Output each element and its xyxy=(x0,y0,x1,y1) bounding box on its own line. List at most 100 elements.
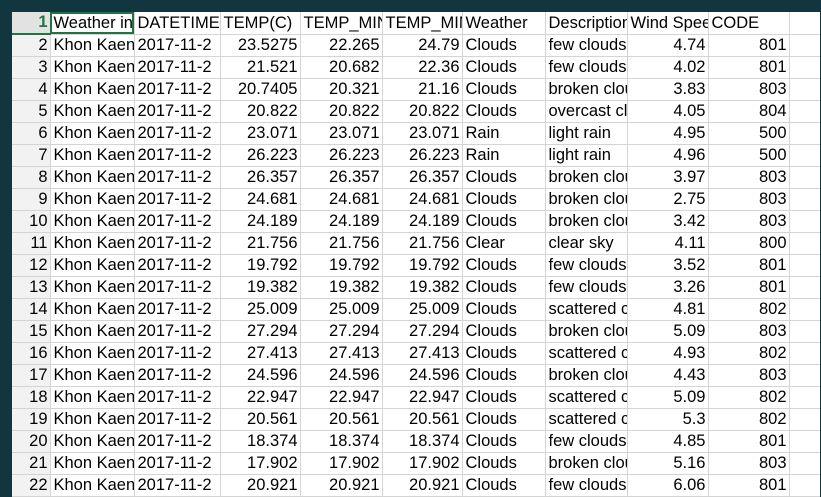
cell[interactable]: 20.561 xyxy=(220,408,301,431)
cell[interactable]: 5.16 xyxy=(627,452,709,475)
cell[interactable]: 20.921 xyxy=(300,474,383,497)
row-number-header[interactable]: 1 xyxy=(12,12,51,35)
cell[interactable]: 804 xyxy=(708,100,790,123)
row-number-header[interactable]: 16 xyxy=(12,342,51,365)
cell[interactable]: scattered clouds xyxy=(545,386,628,409)
cell[interactable]: 22.947 xyxy=(300,386,383,409)
cell[interactable]: 2017-11-2 xyxy=(134,210,221,233)
column-header-cell[interactable] xyxy=(789,12,820,35)
row-number-header[interactable]: 4 xyxy=(12,78,51,101)
cell[interactable]: 19.792 xyxy=(220,254,301,277)
cell[interactable]: 21.756 xyxy=(220,232,301,255)
column-header-cell[interactable]: Description xyxy=(545,12,628,35)
cell[interactable]: 20.822 xyxy=(220,100,301,123)
cell[interactable]: few clouds xyxy=(545,56,628,79)
cell[interactable]: 2017-11-2 xyxy=(134,386,221,409)
cell[interactable]: 4.11 xyxy=(627,232,709,255)
cell[interactable] xyxy=(789,232,820,255)
cell[interactable]: 22.36 xyxy=(382,56,463,79)
cell[interactable]: Clouds xyxy=(462,254,546,277)
cell[interactable]: 17.902 xyxy=(382,452,463,475)
cell[interactable]: 2017-11-2 xyxy=(134,474,221,497)
cell[interactable]: 4.05 xyxy=(627,100,709,123)
cell[interactable]: 801 xyxy=(708,254,790,277)
cell[interactable]: few clouds xyxy=(545,34,628,57)
cell[interactable] xyxy=(789,78,820,101)
column-header-cell[interactable]: Weather in xyxy=(50,12,135,35)
cell[interactable]: 21.756 xyxy=(382,232,463,255)
cell[interactable]: overcast clouds xyxy=(545,100,628,123)
cell[interactable]: 802 xyxy=(708,342,790,365)
row-number-header[interactable]: 21 xyxy=(12,452,51,475)
cell[interactable] xyxy=(789,474,820,497)
cell[interactable]: 26.357 xyxy=(220,166,301,189)
cell[interactable]: scattered clouds xyxy=(545,408,628,431)
cell[interactable]: 2017-11-2 xyxy=(134,430,221,453)
cell[interactable] xyxy=(789,386,820,409)
cell[interactable]: few clouds xyxy=(545,474,628,497)
cell[interactable]: broken clouds xyxy=(545,210,628,233)
cell[interactable]: Khon Kaen xyxy=(50,100,135,123)
cell[interactable]: 2017-11-2 xyxy=(134,276,221,299)
cell[interactable]: Rain xyxy=(462,144,546,167)
row-number-header[interactable]: 20 xyxy=(12,430,51,453)
cell[interactable]: 20.921 xyxy=(220,474,301,497)
cell[interactable]: 3.52 xyxy=(627,254,709,277)
cell[interactable]: 18.374 xyxy=(220,430,301,453)
cell[interactable] xyxy=(789,100,820,123)
cell[interactable]: 803 xyxy=(708,364,790,387)
cell[interactable]: 801 xyxy=(708,430,790,453)
cell[interactable]: 803 xyxy=(708,452,790,475)
cell[interactable]: 21.16 xyxy=(382,78,463,101)
cell[interactable]: 24.681 xyxy=(382,188,463,211)
cell[interactable]: 2017-11-2 xyxy=(134,342,221,365)
cell[interactable]: 2017-11-2 xyxy=(134,34,221,57)
cell[interactable] xyxy=(789,254,820,277)
cell[interactable]: 27.413 xyxy=(220,342,301,365)
row-number-header[interactable]: 10 xyxy=(12,210,51,233)
cell[interactable]: 24.596 xyxy=(382,364,463,387)
cell[interactable]: Clouds xyxy=(462,166,546,189)
cell[interactable]: 802 xyxy=(708,408,790,431)
cell[interactable]: 4.43 xyxy=(627,364,709,387)
cell[interactable] xyxy=(789,298,820,321)
cell[interactable] xyxy=(789,188,820,211)
cell[interactable]: 2017-11-2 xyxy=(134,232,221,255)
cell[interactable]: 2017-11-2 xyxy=(134,320,221,343)
cell[interactable]: broken clouds xyxy=(545,78,628,101)
cell[interactable]: 4.93 xyxy=(627,342,709,365)
cell[interactable] xyxy=(789,342,820,365)
cell[interactable]: Khon Kaen xyxy=(50,452,135,475)
cell[interactable]: 17.902 xyxy=(220,452,301,475)
cell[interactable]: few clouds xyxy=(545,430,628,453)
cell[interactable]: Clouds xyxy=(462,408,546,431)
cell[interactable]: Clear xyxy=(462,232,546,255)
row-number-header[interactable]: 19 xyxy=(12,408,51,431)
cell[interactable]: 803 xyxy=(708,188,790,211)
cell[interactable]: 19.382 xyxy=(382,276,463,299)
row-number-header[interactable]: 9 xyxy=(12,188,51,211)
cell[interactable]: 3.83 xyxy=(627,78,709,101)
cell[interactable]: Clouds xyxy=(462,364,546,387)
row-number-header[interactable]: 8 xyxy=(12,166,51,189)
cell[interactable]: Khon Kaen xyxy=(50,166,135,189)
cell[interactable]: Khon Kaen xyxy=(50,342,135,365)
cell[interactable] xyxy=(789,320,820,343)
cell[interactable]: 2017-11-2 xyxy=(134,166,221,189)
cell[interactable]: broken clouds xyxy=(545,188,628,211)
row-number-header[interactable]: 15 xyxy=(12,320,51,343)
cell[interactable]: Khon Kaen xyxy=(50,408,135,431)
cell[interactable]: light rain xyxy=(545,122,628,145)
cell[interactable]: 803 xyxy=(708,166,790,189)
cell[interactable]: 27.294 xyxy=(382,320,463,343)
cell[interactable]: scattered clouds xyxy=(545,342,628,365)
cell[interactable]: 802 xyxy=(708,298,790,321)
cell[interactable]: Khon Kaen xyxy=(50,254,135,277)
cell[interactable]: 2017-11-2 xyxy=(134,122,221,145)
cell[interactable]: 801 xyxy=(708,34,790,57)
cell[interactable]: Clouds xyxy=(462,188,546,211)
row-number-header[interactable]: 7 xyxy=(12,144,51,167)
cell[interactable]: Khon Kaen xyxy=(50,232,135,255)
row-number-header[interactable]: 5 xyxy=(12,100,51,123)
cell[interactable]: 3.97 xyxy=(627,166,709,189)
